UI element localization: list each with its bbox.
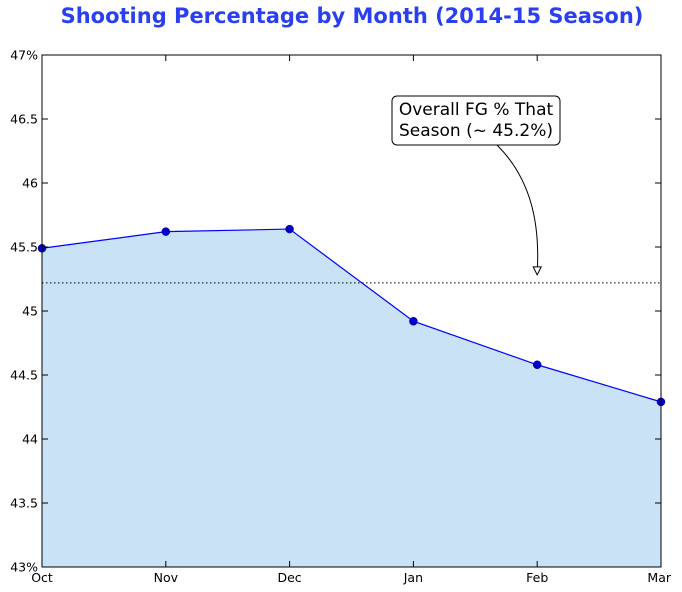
data-point-nov	[161, 227, 171, 236]
x-tick-label: Mar	[647, 570, 671, 585]
series-line	[41, 228, 662, 403]
y-tick-label: 46	[22, 176, 38, 191]
annotation-arrow	[496, 144, 539, 273]
chart-title: Shooting Percentage by Month (2014-15 Se…	[60, 4, 644, 28]
y-tick-label: 43%	[10, 560, 38, 575]
data-point-feb	[532, 360, 542, 370]
x-tick-label: Dec	[277, 570, 301, 585]
annotation-box	[391, 95, 561, 146]
y-tick-label: 43.5	[10, 496, 38, 511]
y-tick-label: 45	[22, 304, 38, 319]
area-fill	[42, 229, 661, 567]
data-point-jan	[409, 316, 418, 326]
y-tick-label: 46.5	[10, 112, 38, 127]
y-tick-label: 44.5	[10, 368, 38, 383]
y-tick-label: 47%	[10, 48, 38, 63]
y-tick-label: 45.5	[10, 240, 38, 255]
annotation-arrowhead	[532, 266, 543, 276]
x-tick-label: Jan	[403, 570, 423, 585]
y-tick-label: 44	[22, 432, 38, 447]
x-tick-label: Oct	[31, 570, 53, 585]
annotation-text: Overall FG % That	[399, 100, 554, 120]
annotation-text: Season (~ 45.2%)	[399, 121, 553, 141]
x-tick-label: Feb	[526, 570, 548, 585]
data-point-dec	[285, 224, 294, 234]
x-tick-label: Nov	[154, 570, 179, 585]
